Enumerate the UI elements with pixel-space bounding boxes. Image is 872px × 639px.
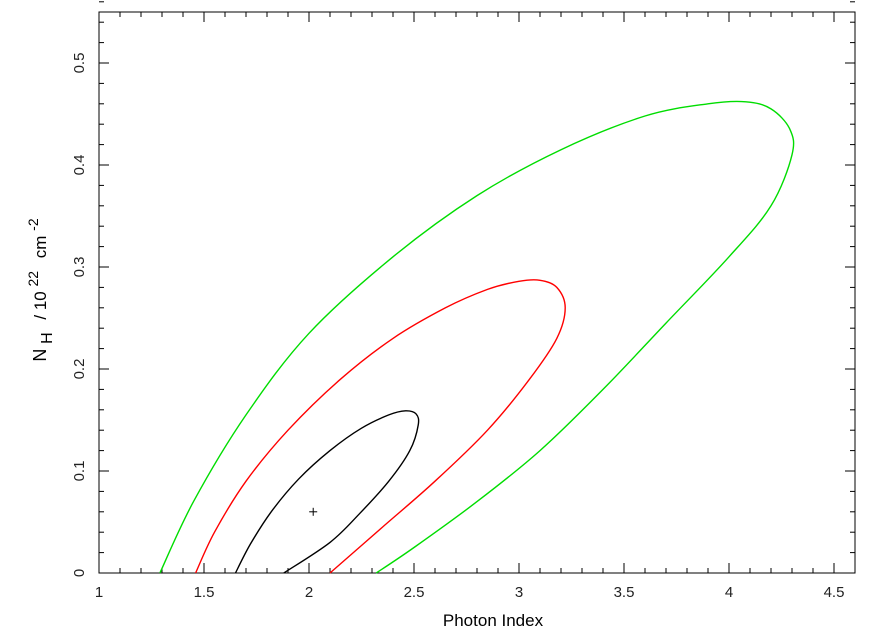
y-label-main: N (30, 349, 50, 362)
y-label-sub: H (39, 332, 56, 344)
y-label-exp: 22 (25, 271, 41, 287)
y-tick-label: 0 (71, 569, 88, 577)
y-label-sep: / 10 (31, 291, 50, 319)
contour-line-1 (234, 410, 420, 574)
y-tick-label: 0.3 (71, 257, 88, 278)
x-tick-label: 4 (725, 584, 733, 601)
tick-marks (98, 1, 856, 574)
y-tick-label: 0.5 (71, 53, 88, 74)
best-fit-marker (309, 507, 318, 516)
y-tick-label: 0.1 (71, 461, 88, 482)
y-tick-label: 0.4 (71, 155, 88, 176)
x-tick-label: 1 (95, 584, 103, 601)
x-tick-label: 3.5 (614, 584, 635, 601)
x-axis-label: Photon Index (443, 611, 544, 630)
x-tick-label: 1.5 (194, 584, 215, 601)
y-tick-labels: 0 0.1 0.2 0.3 0.4 0.5 (71, 53, 88, 578)
y-label-unit-exp: -2 (25, 218, 41, 231)
x-tick-label: 2 (305, 584, 313, 601)
y-axis-label: N H / 10 22 cm -2 (23, 218, 56, 362)
confidence-contours (159, 100, 795, 574)
x-tick-labels: 1 1.5 2 2.5 3 3.5 4 4.5 (95, 584, 845, 601)
plot-frame (98, 11, 856, 574)
x-tick-label: 4.5 (824, 584, 845, 601)
contour-line-2 (194, 279, 566, 574)
x-tick-label: 3 (515, 584, 523, 601)
contour-line-3 (159, 100, 795, 574)
y-tick-label: 0.2 (71, 359, 88, 380)
y-label-unit: cm (31, 236, 50, 259)
x-tick-label: 2.5 (404, 584, 425, 601)
